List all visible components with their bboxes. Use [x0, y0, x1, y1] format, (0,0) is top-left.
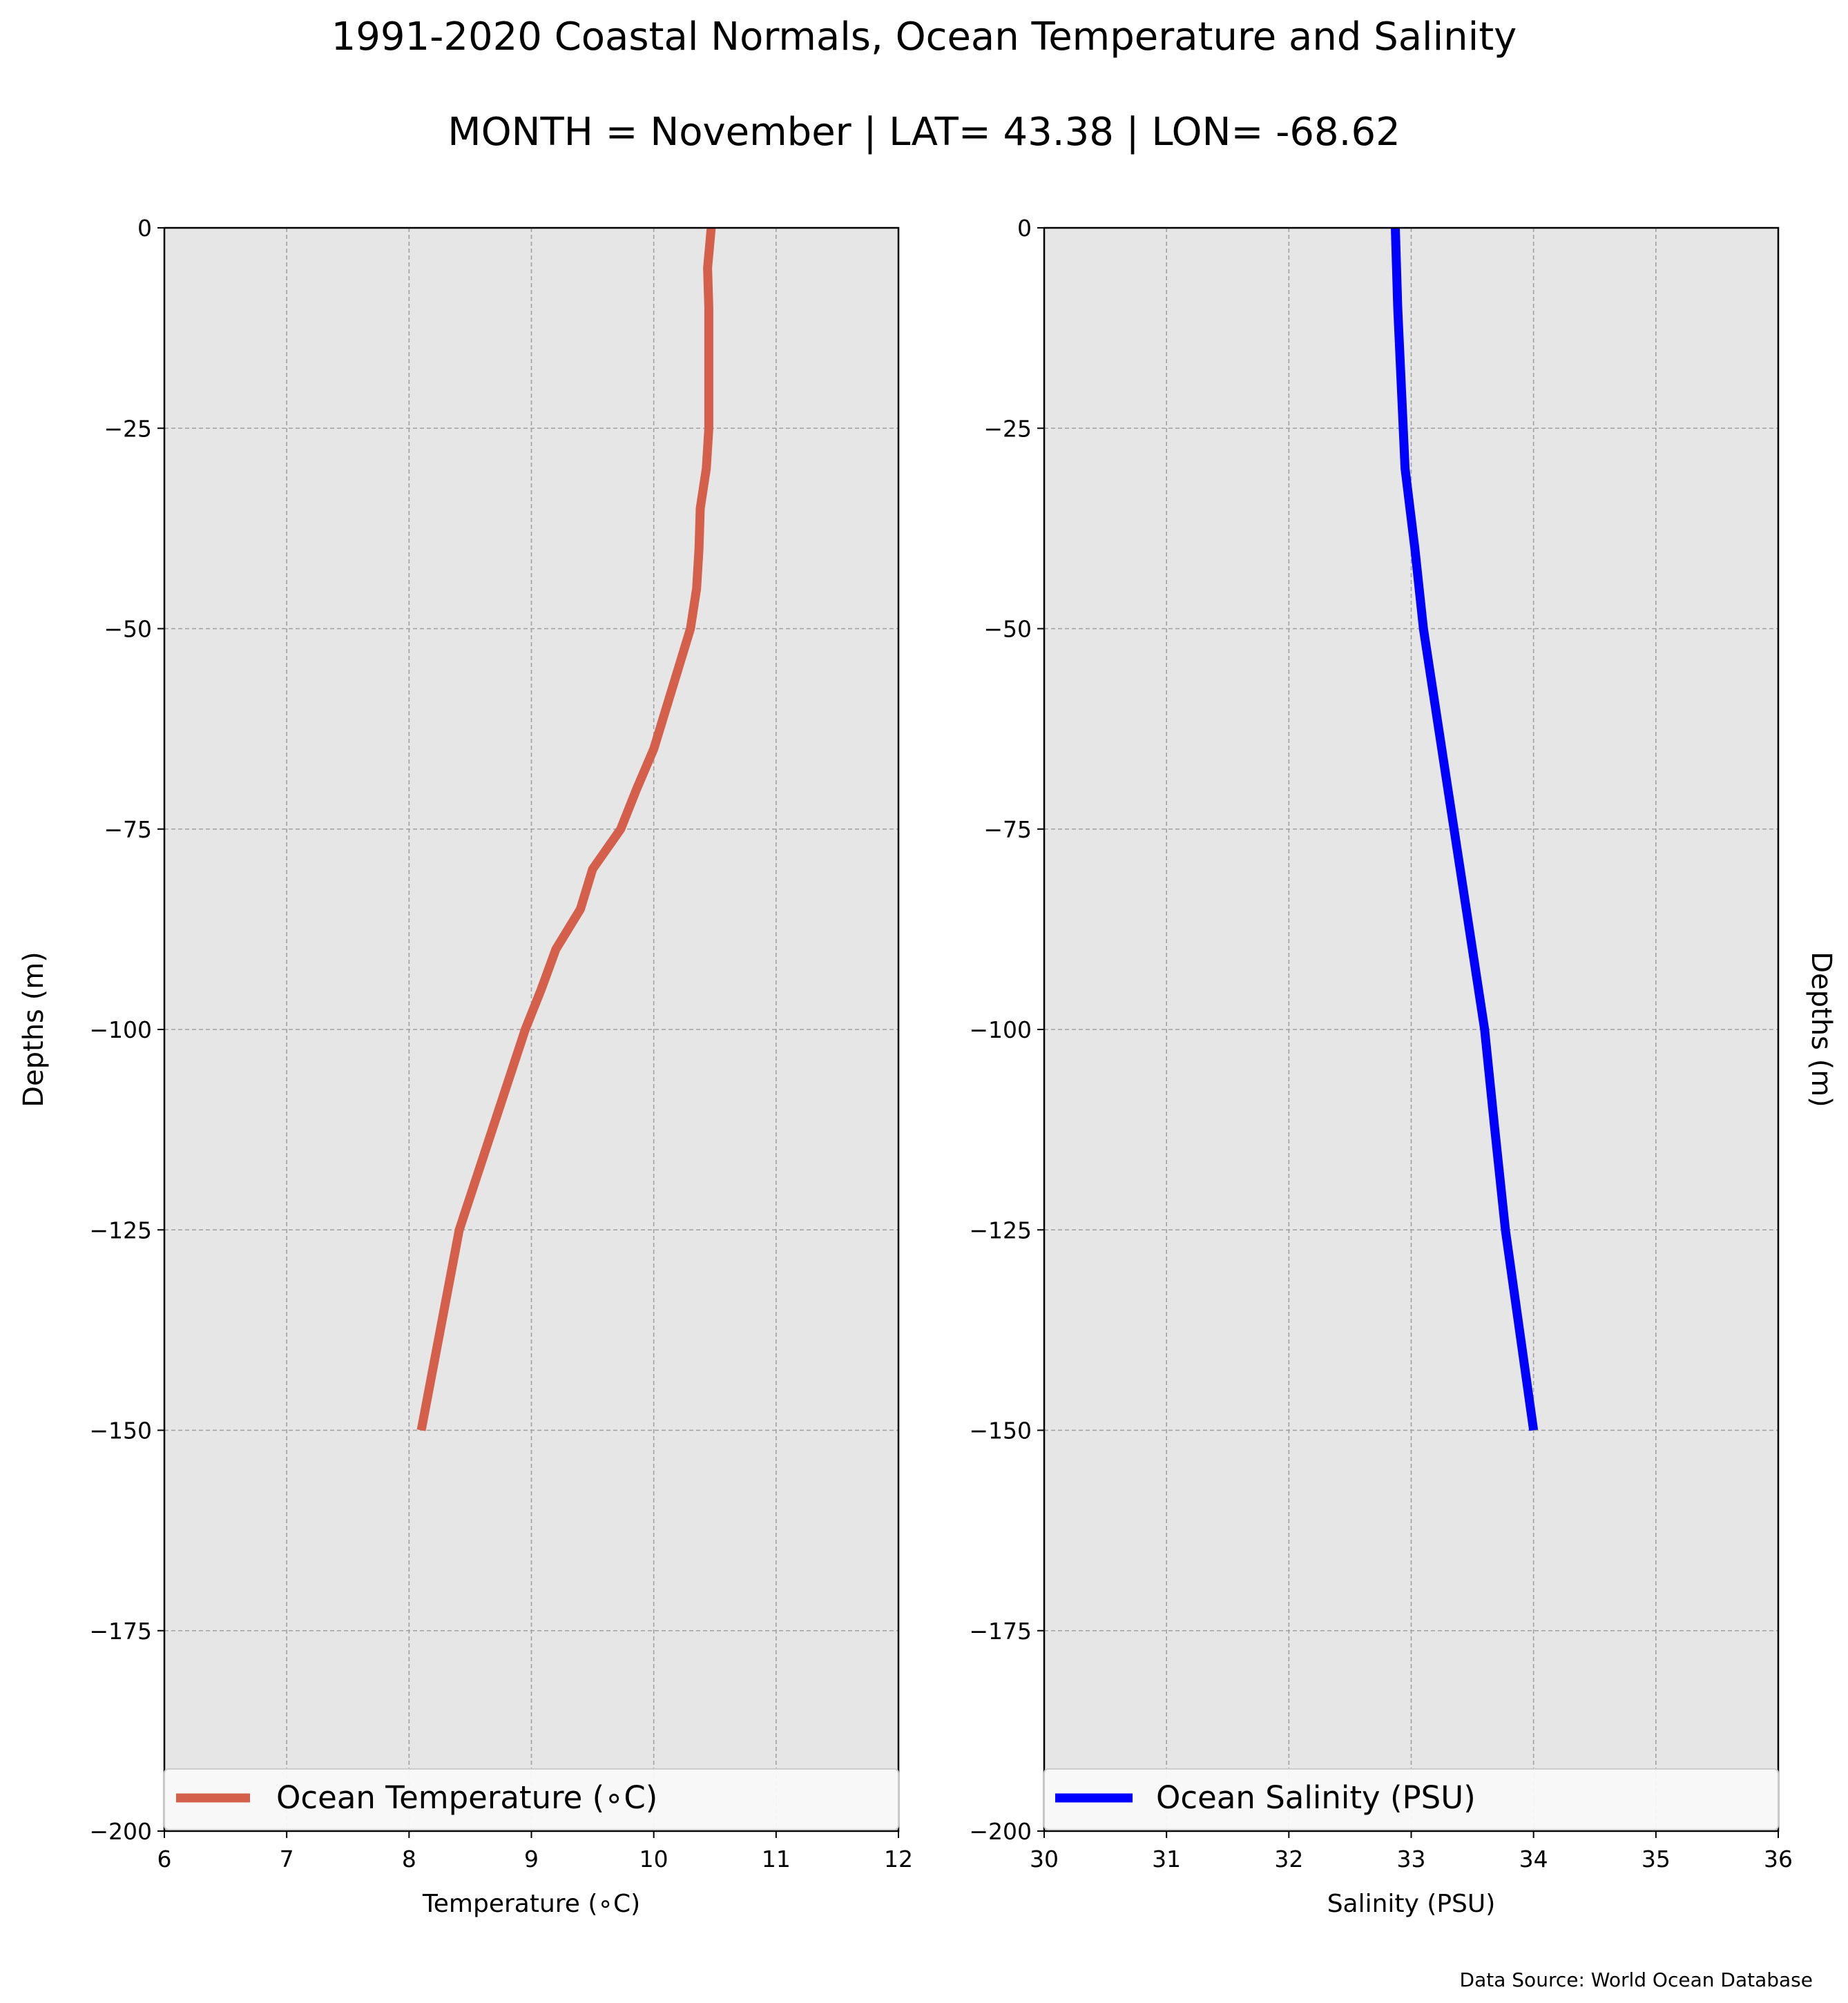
temperature-x-axis-label: Temperature (∘C)	[422, 1890, 640, 1918]
figure-subtitle: MONTH = November | LAT= 43.38 | LON= -68…	[447, 110, 1401, 155]
temperature-series	[416, 227, 716, 1431]
temperature-legend-box	[164, 1768, 899, 1830]
temperature-y-tick-label: 0	[137, 215, 152, 242]
salinity-legend-box	[1043, 1768, 1779, 1830]
temperature-x-tick-label: 11	[762, 1846, 791, 1873]
temperature-x-tick-label: 9	[524, 1846, 539, 1873]
temperature-series-line	[416, 227, 716, 1431]
temperature-x-tick-label: 12	[884, 1846, 913, 1873]
temperature-y-tick-label: −25	[104, 415, 152, 442]
salinity-y-tick-label: −25	[983, 415, 1032, 442]
salinity-series	[1391, 227, 1539, 1431]
temperature-grid	[164, 228, 898, 1831]
temperature-y-tick-label: −175	[89, 1618, 152, 1645]
salinity-series-line	[1391, 227, 1539, 1431]
temperature-legend: Ocean Temperature (∘C)	[164, 1768, 899, 1830]
salinity-legend: Ocean Salinity (PSU)	[1043, 1768, 1779, 1830]
salinity-y-tick-label: −100	[969, 1016, 1032, 1043]
temperature-x-tick-label: 6	[157, 1846, 172, 1873]
salinity-grid	[1044, 228, 1778, 1831]
temperature-panel: 6 7 8 9 10 11 12 0 −25 −50 −75 −100 −125 −150 −175 −200…	[18, 215, 913, 1918]
temperature-y-tick-label: −50	[104, 616, 152, 643]
salinity-x-tick-label: 30	[1030, 1846, 1059, 1873]
salinity-x-tick-label: 34	[1519, 1846, 1548, 1873]
salinity-panel: 30 31 32 33 34 35 36 0 −25 −50 −75 −100 −125 −150 −175…	[969, 215, 1837, 1918]
temperature-y-tick-label: −200	[89, 1818, 152, 1845]
salinity-x-tick-label: 35	[1642, 1846, 1671, 1873]
salinity-x-axis-label: Salinity (PSU)	[1327, 1890, 1496, 1918]
salinity-y-tick-label: −150	[969, 1417, 1032, 1444]
temperature-y-tick-label: −125	[89, 1217, 152, 1244]
temperature-y-axis-label: Depths (m)	[18, 951, 50, 1107]
salinity-y-tick-label: −50	[983, 616, 1032, 643]
salinity-y-axis-label: Depths (m)	[1805, 951, 1837, 1107]
temperature-y-tick-label: −100	[89, 1016, 152, 1043]
temperature-ticks: 6 7 8 9 10 11 12 0 −25 −50 −75 −100 −125 −150 −175 −200	[89, 215, 913, 1873]
salinity-y-tick-label: −175	[969, 1618, 1032, 1645]
temperature-x-tick-label: 8	[402, 1846, 416, 1873]
salinity-ticks: 30 31 32 33 34 35 36 0 −25 −50 −75 −100 −125 −150 −175…	[969, 215, 1793, 1873]
temperature-x-tick-label: 7	[280, 1846, 294, 1873]
temperature-x-tick-label: 10	[639, 1846, 668, 1873]
salinity-x-tick-label: 36	[1764, 1846, 1793, 1873]
temperature-legend-label: Ocean Temperature (∘C)	[276, 1779, 657, 1816]
salinity-legend-label: Ocean Salinity (PSU)	[1156, 1779, 1476, 1816]
data-source-note: Data Source: World Ocean Database	[1460, 1968, 1813, 1991]
salinity-x-tick-label: 32	[1274, 1846, 1303, 1873]
salinity-x-tick-label: 31	[1152, 1846, 1181, 1873]
salinity-y-tick-label: −200	[969, 1818, 1032, 1845]
salinity-y-tick-label: −75	[983, 816, 1032, 843]
salinity-y-tick-label: −125	[969, 1217, 1032, 1244]
figure-title: 1991-2020 Coastal Normals, Ocean Tempera…	[331, 14, 1517, 59]
temperature-y-tick-label: −150	[89, 1417, 152, 1444]
salinity-y-tick-label: 0	[1017, 215, 1032, 242]
temperature-y-tick-label: −75	[104, 816, 152, 843]
salinity-x-tick-label: 33	[1397, 1846, 1426, 1873]
